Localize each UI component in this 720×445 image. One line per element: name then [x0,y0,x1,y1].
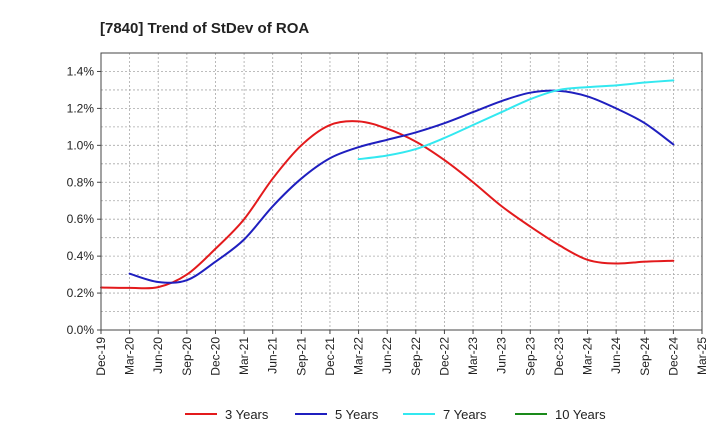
x-tick-label: Mar-22 [352,337,366,375]
x-tick-label: Sep-21 [294,337,308,376]
x-tick-label: Dec-21 [323,337,337,376]
y-tick-label: 0.8% [67,175,95,189]
legend-label-3-years: 3 Years [225,407,269,422]
grid-layer [100,52,703,330]
x-tick-label: Dec-22 [437,337,451,376]
x-tick-label: Sep-23 [523,337,537,376]
legend-label-10-years: 10 Years [555,407,606,422]
x-tick-label: Mar-25 [695,337,709,375]
x-tick-label: Mar-21 [237,337,251,375]
x-tick-label: Mar-20 [123,337,137,375]
x-tick-label: Dec-23 [552,337,566,376]
x-tick-label: Mar-24 [581,337,595,375]
series-layer [100,79,675,290]
x-tick-label: Dec-20 [208,337,222,376]
y-tick-label: 0.0% [67,323,95,337]
legend-label-7-years: 7 Years [443,407,487,422]
x-tick-label: Mar-23 [466,337,480,375]
y-tick-label: 1.0% [67,138,95,152]
plot-area [101,53,702,330]
x-tick-label: Jun-23 [495,337,509,374]
x-tick-label: Jun-22 [380,337,394,374]
x-tick-label: Sep-22 [409,337,423,376]
x-tick-label: Sep-24 [638,337,652,376]
x-tick-label: Jun-21 [266,337,280,374]
x-tick-label: Jun-20 [151,337,165,374]
y-tick-label: 1.4% [67,64,95,78]
y-tick-label: 0.4% [67,249,95,263]
series-line-5-years [128,89,675,284]
series-line-7-years [357,79,675,161]
y-tick-label: 0.2% [67,286,95,300]
y-tick-label: 0.6% [67,212,95,226]
legend-label-5-years: 5 Years [335,407,379,422]
x-tick-label: Dec-24 [666,337,680,376]
x-tick-label: Dec-19 [94,337,108,376]
plot-frame [100,52,703,331]
legend: 3 Years 5 Years 7 Years 10 Years [185,407,606,422]
x-tick-label: Jun-24 [609,337,623,374]
y-tick-label: 1.2% [67,101,95,115]
axis-layer: 0.0% 0.2% 0.4% 0.6% 0.8% 1.0% 1.2% 1.4% Dec-19 Ma… [67,52,709,376]
x-tick-label: Sep-20 [180,337,194,376]
series-line-3-years [100,120,675,290]
chart-title: [7840] Trend of StDev of ROA [100,20,309,37]
